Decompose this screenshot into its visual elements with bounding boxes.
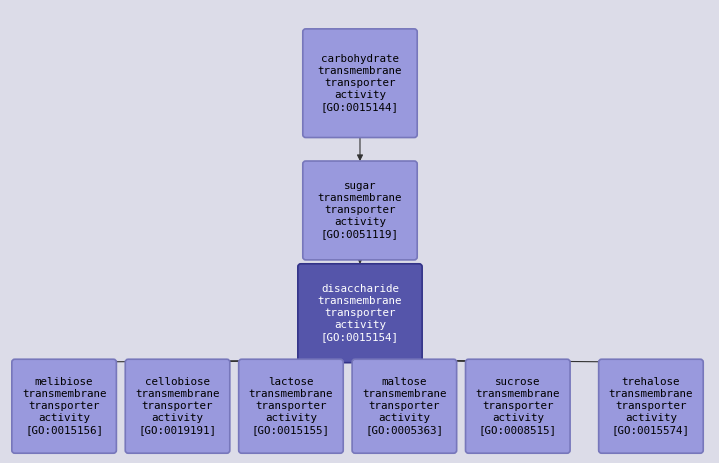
Text: cellobiose
transmembrane
transporter
activity
[GO:0019191]: cellobiose transmembrane transporter act…	[135, 377, 220, 435]
Text: disaccharide
transmembrane
transporter
activity
[GO:0015154]: disaccharide transmembrane transporter a…	[318, 284, 402, 342]
FancyBboxPatch shape	[465, 359, 570, 453]
FancyBboxPatch shape	[239, 359, 343, 453]
Text: maltose
transmembrane
transporter
activity
[GO:0005363]: maltose transmembrane transporter activi…	[362, 377, 446, 435]
Text: carbohydrate
transmembrane
transporter
activity
[GO:0015144]: carbohydrate transmembrane transporter a…	[318, 54, 402, 112]
FancyBboxPatch shape	[303, 161, 417, 260]
Text: trehalose
transmembrane
transporter
activity
[GO:0015574]: trehalose transmembrane transporter acti…	[609, 377, 693, 435]
FancyBboxPatch shape	[125, 359, 230, 453]
Text: sugar
transmembrane
transporter
activity
[GO:0051119]: sugar transmembrane transporter activity…	[318, 181, 402, 239]
FancyBboxPatch shape	[352, 359, 457, 453]
FancyBboxPatch shape	[303, 29, 417, 138]
Text: melibiose
transmembrane
transporter
activity
[GO:0015156]: melibiose transmembrane transporter acti…	[22, 377, 106, 435]
FancyBboxPatch shape	[599, 359, 703, 453]
Text: lactose
transmembrane
transporter
activity
[GO:0015155]: lactose transmembrane transporter activi…	[249, 377, 333, 435]
Text: sucrose
transmembrane
transporter
activity
[GO:0008515]: sucrose transmembrane transporter activi…	[475, 377, 560, 435]
FancyBboxPatch shape	[298, 264, 422, 363]
FancyBboxPatch shape	[12, 359, 116, 453]
